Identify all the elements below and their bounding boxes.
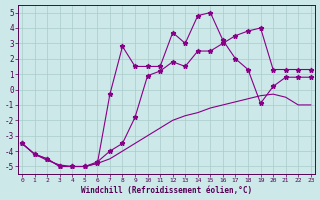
X-axis label: Windchill (Refroidissement éolien,°C): Windchill (Refroidissement éolien,°C) [81, 186, 252, 195]
